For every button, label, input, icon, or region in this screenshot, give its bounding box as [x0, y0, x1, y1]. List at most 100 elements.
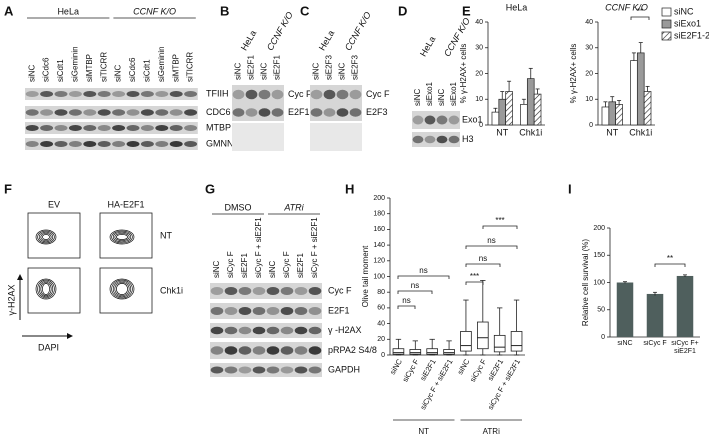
lane-label: siE2F3 — [325, 55, 334, 80]
blot-band — [40, 125, 54, 131]
significance-label: ns — [487, 236, 495, 245]
blot-band — [252, 326, 266, 335]
blot-band — [112, 141, 126, 147]
blot-band — [210, 346, 224, 355]
significance-label: ** — [667, 254, 673, 263]
blot-band — [280, 366, 294, 374]
legend-swatch — [661, 7, 672, 17]
blot-band — [280, 287, 294, 295]
x-tick-label-box: siCyc F — [643, 340, 666, 347]
y-axis-label: Relative cell survival (%) — [581, 239, 590, 326]
blot-band — [436, 135, 448, 144]
blot-band — [184, 109, 198, 116]
significance-label: ns — [479, 254, 487, 263]
significance-bracket — [465, 263, 501, 267]
blot-band — [83, 141, 97, 147]
significance-bracket — [397, 275, 450, 279]
y-tick-label: 0 — [601, 334, 605, 341]
lane-label: siNC — [338, 62, 347, 80]
significance-label: ns — [411, 281, 419, 290]
blot-band — [310, 108, 323, 117]
panel-label: I — [568, 181, 572, 196]
blot-band — [280, 326, 294, 335]
lane-label: siE2F1 — [296, 253, 305, 278]
significance-label: ** — [637, 7, 643, 16]
blot-band — [448, 135, 460, 144]
blot-band — [308, 287, 322, 295]
blot-band — [294, 346, 308, 355]
contour — [111, 279, 133, 299]
lane-label: siGeminin — [71, 46, 80, 82]
contour — [37, 279, 55, 299]
blot-band — [294, 326, 308, 335]
flow-plot — [27, 267, 81, 314]
blot-band — [252, 307, 266, 315]
bar — [636, 52, 645, 126]
lane-label: siNC — [27, 64, 36, 82]
blot-band — [97, 125, 111, 131]
lane-label: siCdc6 — [128, 57, 137, 82]
blot-band — [252, 346, 266, 355]
lane-label: siE2F3 — [351, 55, 360, 80]
blot-label: CDC6 — [206, 107, 231, 117]
blot-band — [412, 135, 424, 144]
contour — [35, 278, 57, 300]
lane-label: siCdt1 — [143, 59, 152, 82]
lane-label: siE2F1 — [247, 55, 256, 80]
blot-band — [40, 91, 54, 97]
contour — [42, 283, 50, 295]
blot-label: Exo1 — [462, 114, 483, 124]
lane-label: siCdc6 — [42, 57, 51, 82]
blot-band — [271, 89, 284, 100]
bar — [616, 282, 634, 337]
blot-band — [54, 91, 68, 97]
blot-band — [266, 366, 280, 374]
y-tick-label: 40 — [377, 320, 385, 327]
lane-label: siNC — [234, 62, 243, 80]
lane-label: siNC — [268, 260, 277, 278]
bar — [520, 104, 528, 126]
lane-label: siCdt1 — [56, 59, 65, 82]
group-label: HeLa — [239, 29, 258, 53]
x-tick-label-box: siCyc F+ siE2F1 — [671, 340, 698, 355]
blot-band — [40, 109, 54, 116]
y-tick-label: 0 — [479, 122, 483, 129]
lane-label: siNC — [260, 62, 269, 80]
loading-strip — [310, 123, 362, 151]
bar — [676, 275, 694, 337]
blot-band — [238, 307, 252, 315]
significance-bracket — [482, 225, 518, 229]
blot-band — [25, 109, 39, 116]
blot-band — [83, 125, 97, 131]
blot-band — [232, 89, 245, 100]
blot-band — [252, 366, 266, 374]
panel-label: C — [300, 3, 310, 18]
blot-band — [308, 307, 322, 315]
blot-band — [54, 125, 68, 131]
blot-band — [224, 307, 238, 315]
blot-band — [294, 287, 308, 295]
blot-band — [336, 108, 349, 117]
blot-band — [424, 115, 436, 125]
group-label: ATRi — [483, 427, 500, 436]
y-tick-label: 10 — [585, 96, 593, 103]
y-tick-label: 100 — [593, 279, 605, 286]
blot-band — [126, 109, 140, 116]
lane-label: siCyc F — [282, 251, 291, 278]
bar — [526, 78, 535, 126]
loading-strip — [232, 123, 284, 151]
contour — [35, 229, 57, 245]
group-label: HeLa — [418, 35, 437, 59]
chart-title: HeLa — [506, 2, 528, 12]
blot-band — [310, 89, 323, 100]
contour — [114, 232, 130, 242]
blot-band — [258, 89, 271, 100]
blot-strip — [232, 104, 284, 121]
blot-band — [155, 141, 169, 147]
x-tick-label: siCyc F + siE2F1 — [486, 357, 522, 411]
blot-band — [68, 109, 82, 116]
y-tick-label: 200 — [593, 225, 605, 232]
blot-label: Cyc F — [328, 285, 352, 295]
blot-strip — [232, 85, 284, 104]
